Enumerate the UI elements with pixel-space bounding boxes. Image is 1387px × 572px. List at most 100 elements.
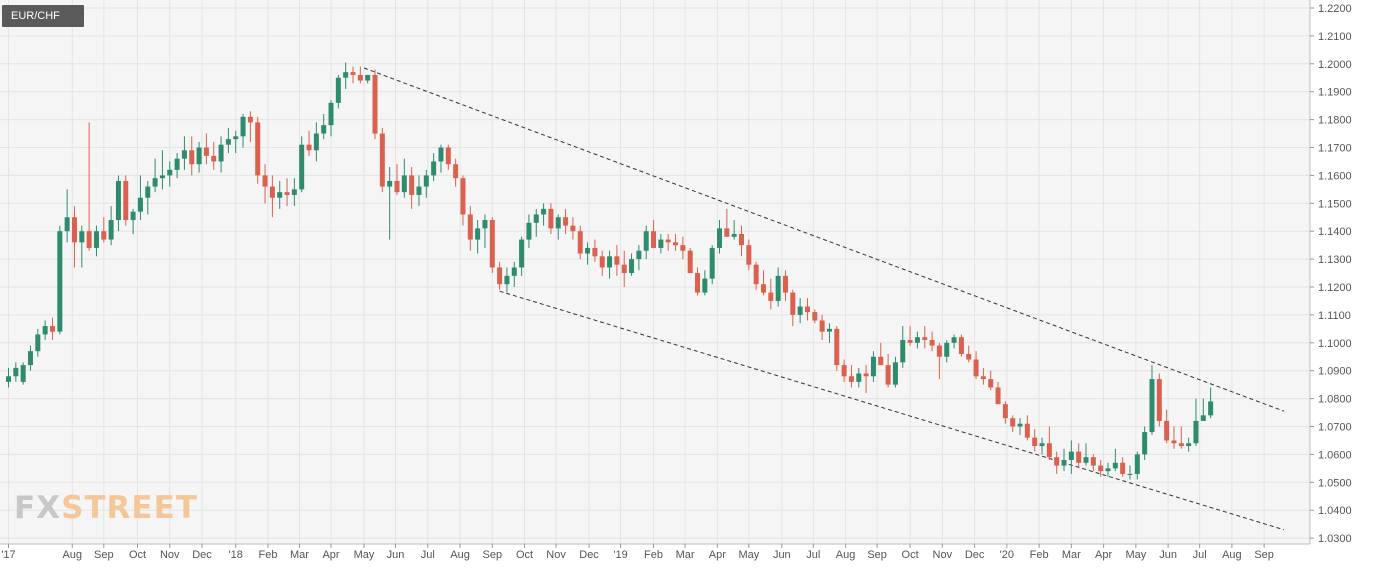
candle-body <box>35 334 41 352</box>
candle-body <box>782 275 788 293</box>
y-tick-label: 1.0500 <box>1318 477 1352 489</box>
candle-body <box>526 222 532 240</box>
candle-body <box>159 175 165 179</box>
candle-body <box>313 133 319 151</box>
candle-body <box>71 217 77 243</box>
candle-body <box>174 158 180 170</box>
candle <box>1032 429 1038 452</box>
x-tick-label: Sep <box>94 549 114 561</box>
y-tick-label: 1.0600 <box>1318 449 1352 461</box>
candle <box>629 253 635 276</box>
candle <box>702 270 708 296</box>
candle-body <box>863 373 869 377</box>
candle <box>658 233 664 254</box>
candle <box>731 220 737 240</box>
candle-body <box>944 342 950 357</box>
x-tick-label: Nov <box>933 549 953 561</box>
candle-body <box>42 326 48 335</box>
candle <box>541 203 547 226</box>
candle-body <box>1017 423 1023 427</box>
candle <box>1090 454 1096 472</box>
y-tick-label: 1.1900 <box>1318 87 1352 99</box>
candle-body <box>892 362 898 385</box>
candle-body <box>130 211 136 221</box>
candle-body <box>423 175 429 187</box>
candle-body <box>453 164 459 179</box>
candle <box>57 225 63 335</box>
x-tick-label: '20 <box>1000 549 1014 561</box>
candle <box>673 233 679 251</box>
candle <box>86 122 92 251</box>
x-tick-label: Apr <box>1095 549 1112 561</box>
candle-body <box>1156 379 1162 421</box>
candle-body <box>247 116 253 123</box>
candle-body <box>1105 468 1111 472</box>
candle <box>1024 415 1030 441</box>
candle <box>101 217 107 243</box>
candle <box>394 164 400 195</box>
candle-body <box>1002 404 1008 419</box>
candle-body <box>328 102 334 126</box>
candle-body <box>145 186 151 198</box>
candle-body <box>1208 401 1214 416</box>
candle-body <box>812 312 818 321</box>
logo-fx: FX <box>14 490 62 526</box>
candle <box>343 62 349 89</box>
candle <box>1171 426 1177 449</box>
candle <box>511 261 517 287</box>
candle-body <box>1090 457 1096 466</box>
candle <box>497 261 503 290</box>
candle <box>401 158 407 198</box>
candle-body <box>614 256 620 265</box>
candle-body <box>841 365 847 377</box>
candle-body <box>856 373 862 382</box>
candle <box>936 342 942 380</box>
candle-body <box>665 239 671 243</box>
x-tick-label: Jul <box>806 549 820 561</box>
candle <box>878 342 884 366</box>
candles <box>6 62 1214 480</box>
candle-body <box>599 256 605 268</box>
candle-body <box>1134 454 1140 474</box>
candle <box>929 331 935 352</box>
candle <box>834 326 840 371</box>
candle <box>900 326 906 368</box>
candle <box>159 150 165 190</box>
candle-body <box>240 116 246 137</box>
candle-body <box>585 247 591 254</box>
candle <box>1193 398 1199 447</box>
y-tick-label: 1.0700 <box>1318 422 1352 434</box>
candle-body <box>467 214 473 240</box>
candle <box>907 326 913 346</box>
candle-body <box>189 150 195 165</box>
candle-body <box>658 239 664 248</box>
candle <box>79 225 85 268</box>
candle-body <box>299 144 305 190</box>
candle-body <box>1178 443 1184 447</box>
candle <box>739 225 744 257</box>
candle <box>870 351 876 382</box>
candle <box>914 331 920 349</box>
candle <box>680 236 686 260</box>
candle-body <box>819 320 825 332</box>
candle <box>1098 459 1104 477</box>
candle-body <box>233 136 239 140</box>
candle-body <box>57 231 63 332</box>
candle <box>973 351 979 380</box>
x-tick-label: Aug <box>836 549 856 561</box>
candle-body <box>739 233 744 246</box>
candle-body <box>196 147 202 165</box>
candle <box>387 167 393 240</box>
candle-body <box>1098 465 1104 472</box>
y-tick-label: 1.0400 <box>1318 505 1352 517</box>
candle <box>746 239 752 271</box>
candle <box>1061 448 1067 472</box>
candle <box>555 214 561 240</box>
candle-body <box>475 228 481 240</box>
candle-body <box>1010 418 1016 427</box>
candle-body <box>1186 443 1192 447</box>
candle-body <box>379 133 385 187</box>
candle-body <box>724 228 730 237</box>
candle-body <box>1039 443 1045 447</box>
candle <box>724 208 730 237</box>
